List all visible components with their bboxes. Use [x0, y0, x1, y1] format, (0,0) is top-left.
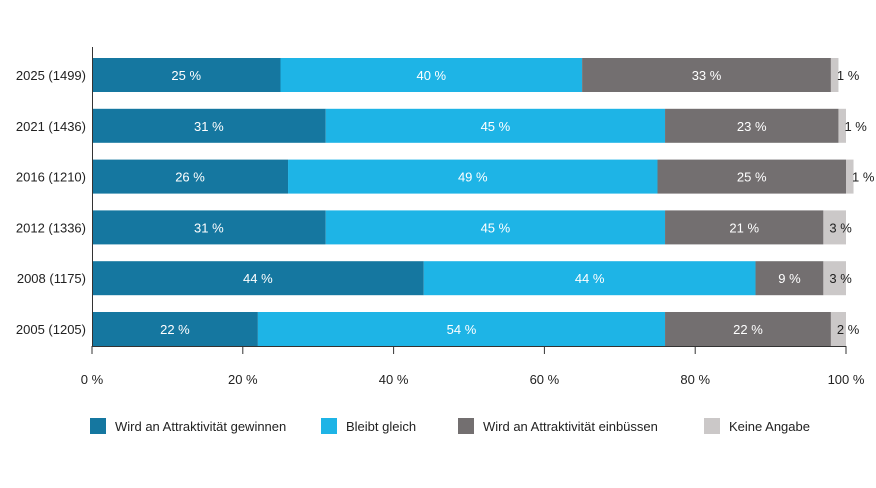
- legend-label: Wird an Attraktivität gewinnen: [115, 418, 287, 434]
- legend-item: Bleibt gleich: [321, 418, 416, 434]
- legend: Wird an Attraktivität gewinnen Bleibt gle…: [0, 418, 876, 438]
- legend-swatch: [704, 418, 720, 434]
- bar-segment: [288, 159, 658, 194]
- bar-segment: [92, 108, 326, 143]
- legend-item: Keine Angabe: [704, 418, 810, 434]
- x-tick-label: 0 %: [81, 372, 104, 387]
- category-label: 2016 (1210): [16, 170, 86, 185]
- bar-segment: [423, 261, 756, 296]
- data-label: 3 %: [829, 271, 852, 286]
- data-label: 3 %: [829, 220, 852, 235]
- bar-segment: [257, 312, 666, 346]
- data-label: 40 %: [416, 68, 446, 83]
- data-label: 49 %: [458, 170, 488, 185]
- bar-segment: [92, 312, 258, 346]
- data-label: 21 %: [729, 220, 759, 235]
- data-label: 22 %: [733, 322, 763, 337]
- data-label: 33 %: [692, 68, 722, 83]
- data-label: 2 %: [837, 322, 860, 337]
- legend-item: Wird an Attraktivität einbüssen: [458, 418, 658, 434]
- bar-segment: [92, 210, 326, 245]
- data-label: 9 %: [778, 271, 801, 286]
- data-label: 25 %: [737, 170, 767, 185]
- bar-segment: [665, 312, 831, 346]
- data-label: 45 %: [481, 220, 511, 235]
- x-tick-label: 40 %: [379, 372, 409, 387]
- data-label: 25 %: [171, 68, 201, 83]
- data-label: 22 %: [160, 322, 190, 337]
- bar-segment: [657, 159, 846, 194]
- data-label: 54 %: [447, 322, 477, 337]
- legend-item: Wird an Attraktivität gewinnen: [90, 418, 286, 434]
- category-label: 2025 (1499): [16, 68, 86, 83]
- bar-segment: [665, 210, 824, 245]
- bar-segment: [325, 210, 666, 245]
- bar-segment: [92, 261, 424, 296]
- data-label: 45 %: [481, 119, 511, 134]
- bar-segment: [823, 210, 846, 245]
- x-tick-label: 20 %: [228, 372, 258, 387]
- legend-swatch: [90, 418, 106, 434]
- data-label: 1 %: [844, 119, 867, 134]
- data-label: 1 %: [837, 68, 860, 83]
- x-tick-label: 80 %: [680, 372, 710, 387]
- category-label: 2008 (1175): [17, 271, 86, 286]
- legend-swatch: [458, 418, 474, 434]
- legend-swatch: [321, 418, 337, 434]
- x-tick-label: 60 %: [530, 372, 560, 387]
- data-label: 44 %: [243, 271, 273, 286]
- data-label: 26 %: [175, 170, 205, 185]
- bar-segment: [846, 159, 854, 194]
- data-label: 31 %: [194, 119, 224, 134]
- x-tick-label: 100 %: [828, 372, 865, 387]
- category-label: 2005 (1205): [16, 322, 86, 337]
- data-label: 31 %: [194, 220, 224, 235]
- bar-segment: [325, 108, 666, 143]
- data-label: 23 %: [737, 119, 767, 134]
- data-label: 44 %: [575, 271, 605, 286]
- legend-label: Wird an Attraktivität einbüssen: [483, 418, 658, 434]
- bar-segment: [280, 58, 583, 92]
- legend-label: Keine Angabe: [729, 418, 810, 434]
- data-label: 1 %: [852, 170, 875, 185]
- category-label: 2012 (1336): [16, 220, 86, 235]
- bar-segment: [755, 261, 824, 296]
- bar-segment: [830, 58, 839, 92]
- bar-segment: [582, 58, 831, 92]
- bar-segment: [92, 58, 281, 92]
- legend-label: Bleibt gleich: [346, 418, 417, 434]
- bar-segment: [838, 108, 846, 143]
- bar-segment: [830, 312, 846, 346]
- bar-segment: [823, 261, 846, 296]
- category-label: 2021 (1436): [16, 119, 86, 134]
- bar-segment: [665, 108, 839, 143]
- bar-segment: [92, 159, 289, 194]
